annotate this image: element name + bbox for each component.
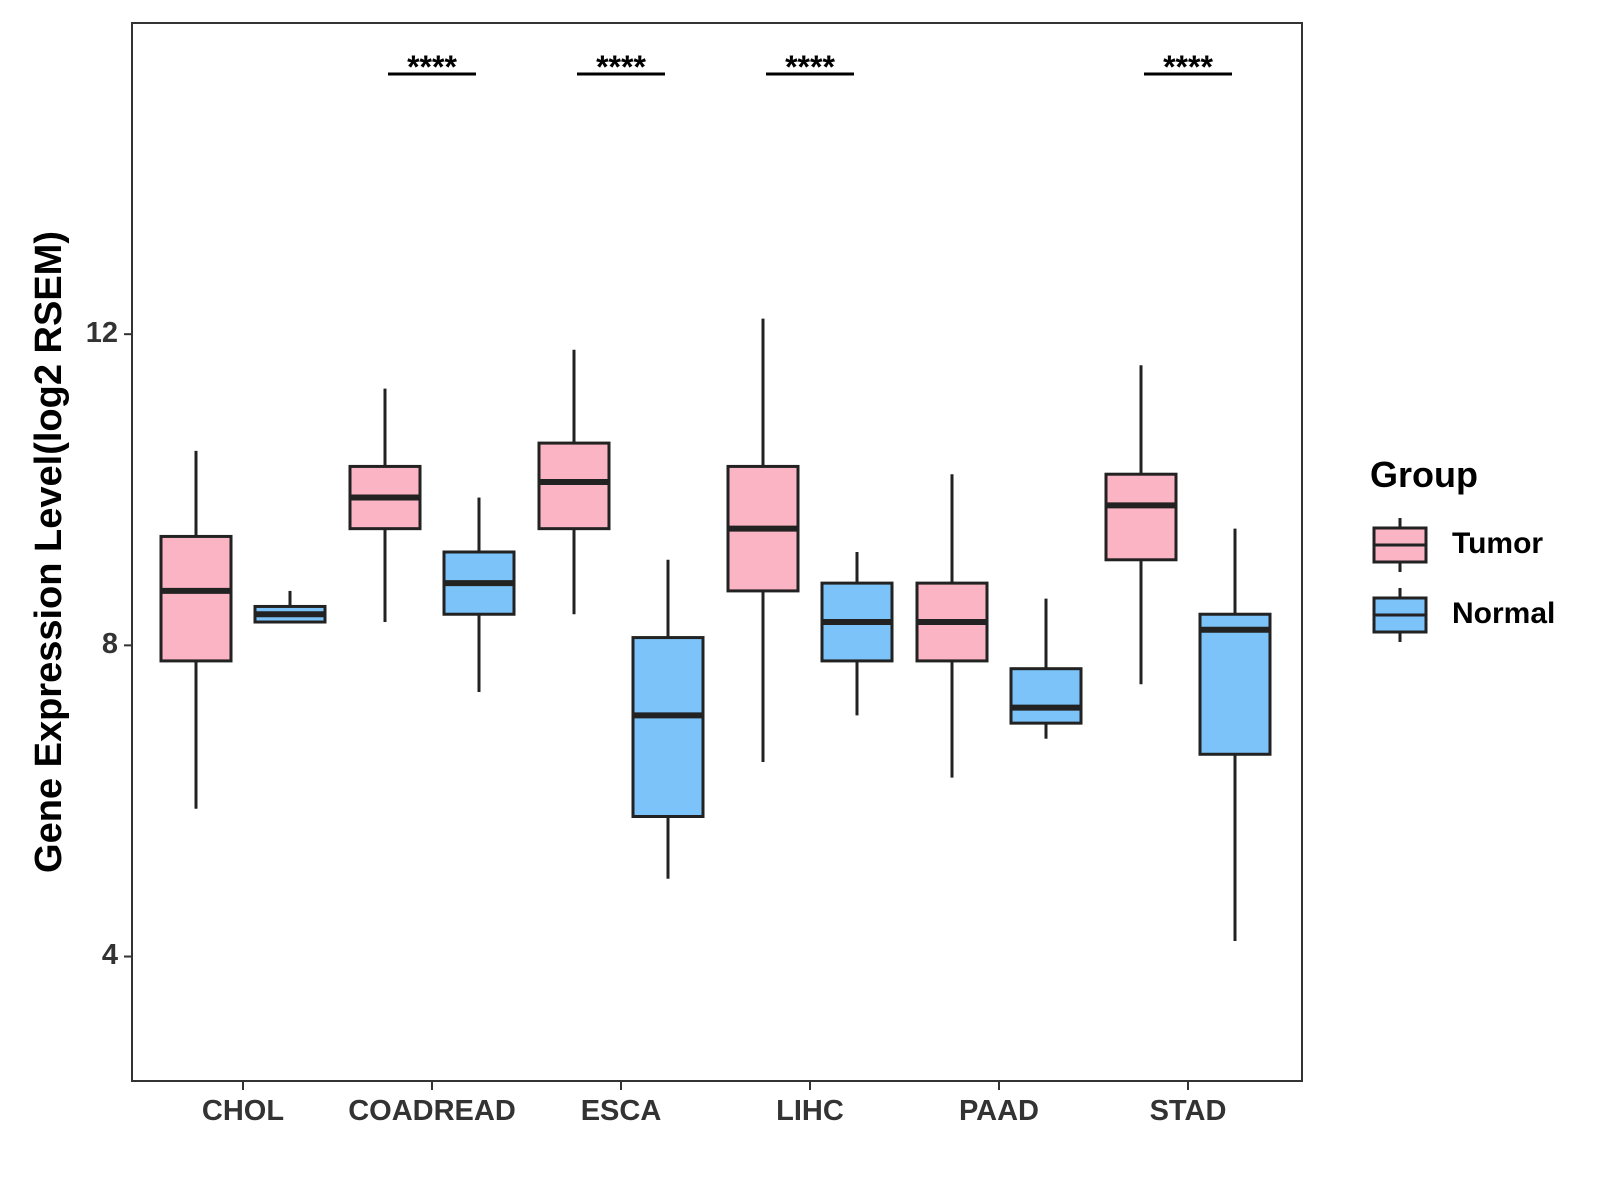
box-body bbox=[159, 534, 233, 663]
x-tick-label: COADREAD bbox=[348, 1095, 516, 1127]
significance-esca: **** bbox=[577, 49, 665, 85]
legend-label: Normal bbox=[1452, 597, 1555, 630]
legend-item-normal: Normal bbox=[1372, 588, 1555, 642]
significance-label: **** bbox=[1163, 49, 1213, 85]
box-tumor-stad bbox=[1104, 365, 1178, 685]
axes: 4 8 12 CHOL COADREAD ESCA LIHC PAAD STAD bbox=[86, 317, 1227, 1127]
y-tick-label: 4 bbox=[102, 939, 118, 971]
box-body bbox=[1009, 667, 1083, 725]
y-tick-label: 12 bbox=[86, 317, 118, 349]
box-tumor-coadread bbox=[348, 388, 422, 623]
box-tumor-paad bbox=[915, 474, 989, 778]
x-tick-label: STAD bbox=[1150, 1095, 1227, 1127]
legend: Group Tumor Normal bbox=[1370, 454, 1555, 642]
box-normal-paad bbox=[1009, 598, 1083, 739]
box-body bbox=[1104, 472, 1178, 562]
y-tick-label: 8 bbox=[102, 628, 118, 660]
significance-label: **** bbox=[785, 49, 835, 85]
box-tumor-lihc bbox=[726, 318, 800, 763]
significance-lihc: **** bbox=[766, 49, 854, 85]
legend-title: Group bbox=[1370, 454, 1478, 495]
box-body bbox=[1198, 612, 1272, 756]
box-normal-esca bbox=[631, 559, 705, 879]
significance-stad: **** bbox=[1144, 49, 1232, 85]
box-normal-coadread bbox=[442, 497, 516, 693]
x-tick-label: LIHC bbox=[776, 1095, 844, 1127]
x-tick-label: ESCA bbox=[581, 1095, 662, 1127]
x-tick-label: CHOL bbox=[202, 1095, 284, 1127]
legend-item-tumor: Tumor bbox=[1372, 518, 1543, 572]
significance-coadread: **** bbox=[388, 49, 476, 85]
significance-label: **** bbox=[596, 49, 646, 85]
x-tick-label: PAAD bbox=[959, 1095, 1039, 1127]
plot-marks: **** **** **** **** bbox=[159, 49, 1272, 941]
box-body bbox=[537, 441, 611, 531]
y-axis-title: Gene Expression Level(log2 RSEM) bbox=[28, 231, 70, 873]
box-tumor-chol bbox=[159, 450, 233, 809]
legend-label: Tumor bbox=[1452, 527, 1543, 560]
box-normal-chol bbox=[253, 590, 327, 624]
box-normal-lihc bbox=[820, 552, 894, 716]
box-body bbox=[631, 636, 705, 819]
box-tumor-esca bbox=[537, 349, 611, 615]
box-normal-stad bbox=[1198, 528, 1272, 941]
significance-label: **** bbox=[407, 49, 457, 85]
